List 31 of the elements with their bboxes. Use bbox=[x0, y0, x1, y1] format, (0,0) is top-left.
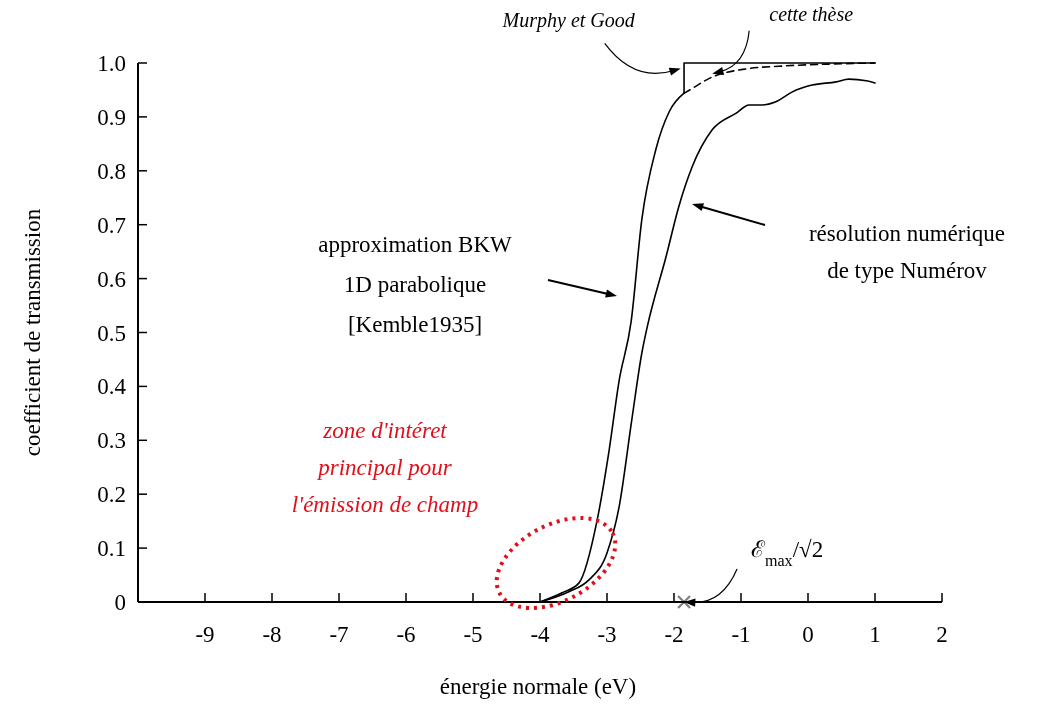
annotation: Murphy et Good bbox=[501, 9, 636, 33]
y-tick-label: 0.4 bbox=[97, 374, 127, 400]
y-tick-label: 0.3 bbox=[97, 428, 126, 454]
annotation: résolution numérique de type Numérov bbox=[808, 220, 1006, 283]
y-tick-label: 0.5 bbox=[97, 320, 126, 346]
x-tick-label: -7 bbox=[329, 622, 349, 647]
y-tick-label: 0.6 bbox=[97, 266, 126, 292]
annotation: zone d'intéret principal pour l'émission de champ bbox=[291, 418, 479, 517]
x-tick-label: 0 bbox=[802, 622, 814, 647]
x-tick-label: -9 bbox=[195, 622, 215, 647]
x-tick-label: -3 bbox=[597, 622, 617, 647]
x-tick-label: -8 bbox=[262, 622, 282, 647]
y-tick-label: 1.0 bbox=[97, 51, 126, 77]
x-tick-label: -6 bbox=[396, 622, 416, 647]
x-tick-label: 2 bbox=[936, 622, 948, 647]
y-tick-label: 0 bbox=[114, 590, 126, 616]
y-tick-label: 0.8 bbox=[97, 158, 126, 184]
x-tick-label: 1 bbox=[869, 622, 881, 647]
annotation: ℰ$_{max}$/√2 bbox=[750, 537, 824, 569]
x-tick-label: -4 bbox=[530, 622, 551, 647]
x-tick-label: -2 bbox=[664, 622, 684, 647]
annotation: cette thèse bbox=[769, 2, 854, 25]
y-tick-label: 0.2 bbox=[97, 482, 126, 508]
x-tick-label: -5 bbox=[463, 622, 483, 647]
y-axis-title: coefficient de transmission bbox=[20, 208, 45, 457]
y-tick-label: 0.9 bbox=[97, 104, 126, 130]
y-tick-label: 0.1 bbox=[97, 536, 126, 562]
annotation: approximation BKW 1D parabolique [Kemble1935] bbox=[318, 232, 513, 337]
x-tick-label: -1 bbox=[731, 622, 751, 647]
x-axis-title: énergie normale (eV) bbox=[439, 674, 637, 699]
y-tick-label: 0.7 bbox=[97, 212, 126, 238]
